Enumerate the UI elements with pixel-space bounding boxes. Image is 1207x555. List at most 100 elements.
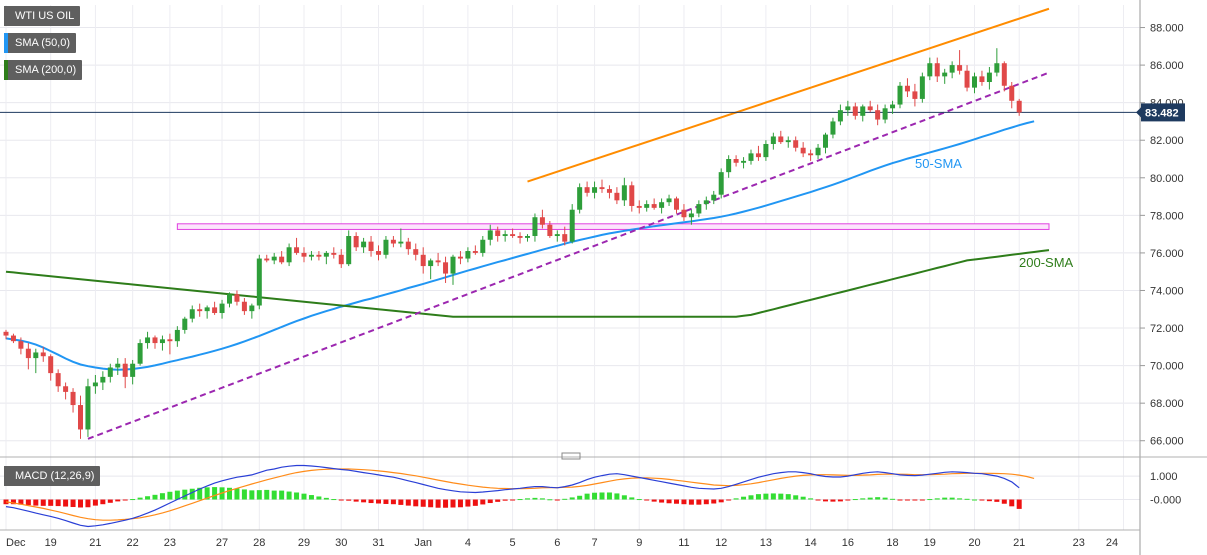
candle-body: [428, 260, 434, 267]
candle-body: [227, 294, 232, 304]
candle-body: [696, 204, 702, 214]
candle-body: [78, 405, 83, 430]
macd-histogram-bar: [681, 499, 687, 505]
legend-macd-label: MACD (12,26,9): [15, 470, 95, 482]
candle-body: [241, 301, 247, 312]
time-tick-label: 27: [216, 537, 228, 549]
legend-sma200-label: SMA (200,0): [15, 64, 77, 76]
macd-histogram-bar: [949, 497, 955, 500]
candle-body: [986, 72, 992, 83]
macd-histogram-bar: [569, 497, 575, 500]
candle-body: [249, 305, 255, 312]
macd-histogram-bar: [882, 497, 888, 500]
candle-body: [435, 260, 441, 263]
candle-body: [629, 185, 635, 206]
macd-histogram-bar: [726, 499, 732, 501]
candle-body: [167, 339, 173, 342]
candle-body: [234, 294, 240, 302]
macd-histogram-bar: [919, 499, 925, 501]
candle-body: [703, 200, 709, 205]
candle-body: [204, 307, 210, 312]
macd-histogram-bar: [63, 499, 69, 507]
macd-histogram-bar: [696, 499, 702, 505]
candle-body: [115, 363, 121, 368]
candle-body: [636, 205, 642, 208]
macd-histogram-bar: [852, 499, 858, 501]
candle-body: [457, 256, 463, 259]
candle-body: [845, 106, 851, 111]
candle-body: [383, 239, 389, 255]
price-tick-label: 88.000: [1150, 23, 1184, 35]
candle-body: [934, 63, 940, 77]
macd-histogram-bar: [755, 494, 761, 500]
candle-body: [174, 329, 180, 342]
candle-body: [130, 363, 136, 377]
time-tick-label: 13: [760, 537, 772, 549]
macd-histogram-bar: [718, 499, 724, 503]
candle-body: [368, 241, 374, 252]
macd-histogram-bar: [621, 495, 627, 500]
macd-histogram-bar: [599, 492, 605, 500]
sma50-swatch: [4, 33, 8, 53]
candle-body: [867, 106, 873, 111]
macd-histogram-bar: [48, 499, 54, 506]
macd-histogram-bar: [733, 498, 739, 500]
consolidation-zone: [176, 223, 1050, 230]
candle-body: [1016, 100, 1022, 113]
macd-histogram-bar: [159, 493, 165, 500]
macd-line: [5, 464, 1020, 528]
price-tick-label: 80.000: [1150, 173, 1184, 185]
macd-histogram-bar: [584, 493, 590, 500]
macd-histogram-bar: [830, 499, 836, 502]
time-tick-label: 5: [510, 537, 516, 549]
candle-body: [808, 153, 814, 156]
macd-histogram-bar: [890, 498, 896, 500]
macd-histogram-bar: [457, 499, 463, 508]
legend-symbol-label: WTI US OIL: [15, 10, 75, 22]
legend-sma50[interactable]: SMA (50,0): [4, 33, 77, 53]
macd-histogram-bar: [539, 498, 545, 500]
candle-body: [927, 63, 933, 77]
macd-histogram-bar: [547, 499, 553, 501]
candle-body: [592, 187, 598, 193]
candle-body: [137, 343, 143, 364]
macd-histogram-bar: [107, 499, 113, 503]
candle-body: [55, 373, 61, 387]
candle-body: [256, 258, 262, 306]
candle-body: [830, 121, 836, 135]
macd-histogram-bar: [33, 499, 39, 506]
candle-body: [532, 217, 538, 237]
last-price-tag-label: 83.482: [1145, 107, 1179, 119]
time-tick-label: 9: [636, 537, 642, 549]
candle-body: [726, 159, 732, 173]
candle-body: [957, 65, 963, 71]
candle-body: [815, 147, 821, 156]
macd-histogram-bar: [472, 499, 478, 506]
time-tick-label: 30: [335, 537, 347, 549]
macd-histogram-bar: [115, 499, 121, 502]
macd-histogram-bar: [957, 498, 963, 500]
macd-histogram-bar: [294, 492, 300, 500]
macd-histogram-bar: [986, 499, 992, 502]
candle-body: [487, 230, 493, 240]
legend-symbol[interactable]: WTI US OIL: [4, 6, 81, 26]
legend-sma200[interactable]: SMA (200,0): [4, 60, 83, 80]
macd-histogram-bar: [390, 499, 396, 505]
candle-body: [651, 204, 657, 208]
time-tick-label: 14: [804, 537, 816, 549]
candle-body: [346, 236, 352, 265]
macd-histogram-bar: [137, 497, 143, 500]
time-tick-label: 31: [372, 537, 384, 549]
macd-histogram-bar: [279, 490, 285, 500]
candle-body: [875, 110, 881, 120]
macd-histogram-bar: [145, 496, 151, 500]
candle-body: [420, 254, 426, 267]
legend-macd[interactable]: MACD (12,26,9): [4, 466, 101, 486]
macd-histogram-bar: [249, 490, 255, 500]
macd-histogram-bar: [92, 499, 98, 506]
candles-layer: [3, 48, 1022, 439]
panel-resize-handle: [561, 452, 581, 460]
candle-body: [443, 262, 449, 274]
macd-histogram-bar: [271, 490, 277, 500]
